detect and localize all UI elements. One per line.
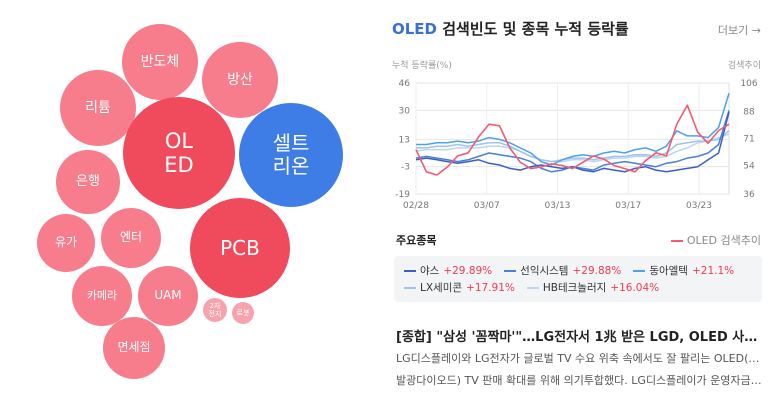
theme-bubble-label: 유가 xyxy=(54,235,78,250)
theme-bubble-label: 로봇 xyxy=(236,308,250,317)
theme-bubble[interactable]: PCB xyxy=(190,198,290,298)
theme-bubble[interactable]: 면세점 xyxy=(103,317,165,379)
left-tick-label: 13 xyxy=(399,135,410,145)
theme-bubble-label: 셀트 리온 xyxy=(272,131,310,178)
stock-item[interactable]: 동아엘텍 +21.1% xyxy=(633,263,734,278)
theme-bubble-label: 방산 xyxy=(227,71,253,88)
series-line xyxy=(415,133,730,163)
news-headline-link[interactable]: [종합] "삼성 '꼼짝마'"…LG전자서 1兆 받은 LGD, OLED 사업… xyxy=(396,330,762,345)
news-summary-line: 발광다이오드) TV 판매 확대를 위해 의기투합했다. LG디스플레이가 운영… xyxy=(396,374,762,387)
theme-bubble[interactable]: OL ED xyxy=(123,97,235,209)
major-stocks-label: 주요종목 xyxy=(396,234,437,247)
stock-name: 동아엘텍 xyxy=(649,265,688,277)
left-tick-label: 46 xyxy=(399,79,411,89)
theme-bubble[interactable]: 리튬 xyxy=(60,70,136,146)
stock-row-1: 야스 +29.89% 선익시스템 +29.88% 동아엘텍 +21.1% xyxy=(404,262,752,279)
stock-item[interactable]: 선익시스템 +29.88% xyxy=(504,263,621,278)
stock-change: +29.88% xyxy=(572,264,622,277)
theme-bubble[interactable]: 은행 xyxy=(56,150,120,214)
theme-bubble[interactable]: UAM xyxy=(138,266,198,326)
search-trend-swatch xyxy=(670,240,683,242)
theme-bubble[interactable]: 2차 전지 xyxy=(203,298,227,322)
theme-bubble-label: 엔터 xyxy=(119,230,143,245)
stock-change: +21.1% xyxy=(691,264,735,277)
more-link[interactable]: 더보기 → xyxy=(717,24,761,37)
panel-title-keyword: OLED xyxy=(392,20,438,38)
left-axis-label: 누적 등락률(%) xyxy=(392,59,452,71)
stock-legend-box: 야스 +29.89% 선익시스템 +29.88% 동아엘텍 +21.1% LX세미콘 +… xyxy=(394,256,762,302)
right-tick-label: 36 xyxy=(743,190,755,200)
theme-bubble[interactable]: 셀트 리온 xyxy=(239,103,343,207)
left-tick-label: -3 xyxy=(401,163,410,173)
news-summary-line: LG디스플레이와 LG전자가 글로벌 TV 수요 위축 속에서도 잘 팔리는 O… xyxy=(396,352,762,365)
theme-bubble[interactable]: 엔터 xyxy=(101,208,161,268)
oled-panel: OLED 검색빈도 및 종목 누적 등락률 더보기 → 누적 등락률(%) 검색추… xyxy=(392,0,773,401)
stock-row-2: LX세미콘 +17.91% HB테크놀러지 +16.04% xyxy=(404,279,752,296)
x-tick-label: 03/23 xyxy=(686,201,712,211)
x-tick-label: 03/17 xyxy=(615,201,641,211)
theme-bubble[interactable]: 카메라 xyxy=(72,266,132,326)
stock-name: 야스 xyxy=(420,265,440,277)
stock-change: +16.04% xyxy=(610,281,660,294)
theme-bubble-label: OL ED xyxy=(164,128,194,177)
theme-bubble-label: UAM xyxy=(154,288,182,303)
search-trend-legend: OLED 검색추이 xyxy=(670,232,761,248)
series-line xyxy=(415,111,730,173)
theme-bubble-label: 카메라 xyxy=(86,288,118,302)
right-tick-label: 71 xyxy=(743,135,754,145)
theme-bubble[interactable]: 유가 xyxy=(37,214,95,272)
news-summary: LG디스플레이와 LG전자가 글로벌 TV 수요 위축 속에서도 잘 팔리는 O… xyxy=(396,348,762,392)
theme-bubble-label: 반도체 xyxy=(140,53,180,70)
left-tick-label: -19 xyxy=(395,190,410,200)
theme-bubble[interactable]: 로봇 xyxy=(232,302,254,324)
left-tick-label: 30 xyxy=(399,106,411,116)
stock-item[interactable]: HB테크놀러지 +16.04% xyxy=(526,280,660,295)
stock-change: +29.89% xyxy=(443,264,493,277)
stock-swatch xyxy=(404,286,416,289)
right-tick-label: 106 xyxy=(740,79,757,89)
stock-change: +17.91% xyxy=(466,281,515,294)
theme-bubble-label: PCB xyxy=(220,235,260,260)
search-trend-legend-label: OLED 검색추이 xyxy=(686,234,761,247)
stock-swatch xyxy=(404,269,416,272)
theme-bubble-label: 2차 전지 xyxy=(208,301,222,318)
theme-bubble[interactable]: 반도체 xyxy=(122,24,198,100)
stock-item[interactable]: LX세미콘 +17.91% xyxy=(404,280,515,295)
stock-swatch xyxy=(504,269,517,272)
stock-name: LX세미콘 xyxy=(420,282,463,294)
panel-title-rest: 검색빈도 및 종목 누적 등락률 xyxy=(437,20,629,38)
oled-line-chart: 누적 등락률(%) 검색추이 46 30 13 -3 -19 106 88 71 54 36 02/28… xyxy=(392,59,761,211)
series-line xyxy=(416,92,730,166)
stock-name: HB테크놀러지 xyxy=(542,282,607,294)
theme-bubble-label: 면세점 xyxy=(117,340,151,355)
x-tick-label: 03/07 xyxy=(474,201,500,211)
stock-swatch xyxy=(633,269,646,272)
right-tick-label: 54 xyxy=(743,161,755,171)
theme-bubble-label: 리튬 xyxy=(85,99,111,116)
panel-title: OLED 검색빈도 및 종목 누적 등락률 xyxy=(392,18,629,39)
x-tick-label: 03/13 xyxy=(545,201,571,211)
stock-name: 선익시스템 xyxy=(520,265,569,277)
stock-swatch xyxy=(526,286,539,289)
stock-item[interactable]: 야스 +29.89% xyxy=(404,263,492,278)
theme-bubble-label: 은행 xyxy=(76,173,100,189)
series-line xyxy=(416,130,730,163)
right-axis-label: 검색추이 xyxy=(728,59,761,71)
theme-bubble[interactable]: 방산 xyxy=(202,42,278,118)
x-tick-label: 02/28 xyxy=(403,201,429,211)
panel-header: OLED 검색빈도 및 종목 누적 등락률 더보기 → xyxy=(392,18,773,44)
right-tick-label: 88 xyxy=(743,108,755,118)
plot-frame xyxy=(415,82,730,195)
series-line xyxy=(415,104,730,176)
